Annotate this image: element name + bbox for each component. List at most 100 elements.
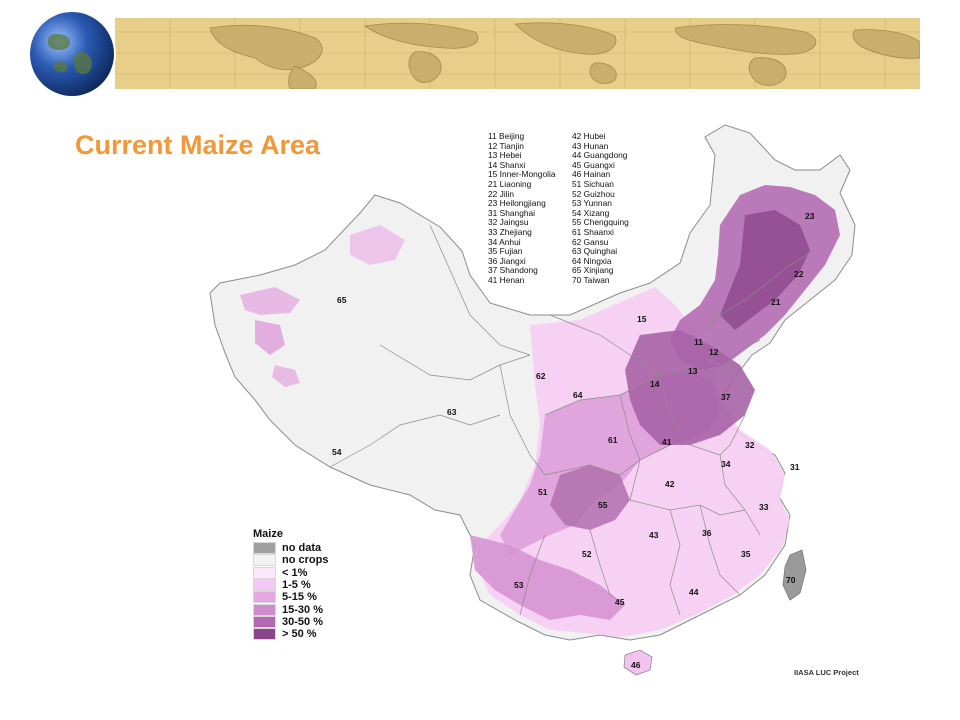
province-entry: 43 Hunan xyxy=(572,140,609,151)
maize-zone-north-plain xyxy=(625,330,755,445)
legend-swatch xyxy=(253,579,276,592)
province-entry: 63 Quinghai xyxy=(572,246,618,257)
province-entry: 32 Jaingsu xyxy=(488,217,529,228)
province-label: 54 xyxy=(332,447,342,457)
province-entry: 21 Liaoning xyxy=(488,178,532,189)
province-label: 37 xyxy=(721,392,731,402)
legend-item: no data xyxy=(253,542,328,555)
province-label: 23 xyxy=(805,211,815,221)
legend-label: 30-50 % xyxy=(282,615,323,628)
province-entry: 64 Ningxia xyxy=(572,255,612,266)
province-label: 11 xyxy=(694,337,703,347)
province-label: 63 xyxy=(447,407,457,417)
province-label: 45 xyxy=(615,597,625,607)
province-label: 53 xyxy=(514,580,524,590)
province-label: 14 xyxy=(650,379,660,389)
map-source-credit: IIASA LUC Project xyxy=(794,668,859,677)
province-label: 52 xyxy=(582,549,592,559)
province-entry: 36 Jiangxi xyxy=(488,255,526,266)
legend-swatch xyxy=(253,542,276,555)
world-map-decoration xyxy=(115,18,920,89)
province-label: 43 xyxy=(649,530,659,540)
province-label: 32 xyxy=(745,440,755,450)
province-label: 44 xyxy=(689,587,699,597)
province-entry: 53 Yunnan xyxy=(572,198,612,209)
province-label: 42 xyxy=(665,479,675,489)
province-entry: 37 Shandong xyxy=(488,265,538,276)
province-entry: 34 Anhui xyxy=(488,236,521,247)
province-label: 33 xyxy=(759,502,769,512)
legend-label: no crops xyxy=(282,554,329,567)
province-list-column-1: 11 Beijing 12 Tianjin 13 Hebei 14 Shanxi… xyxy=(488,131,556,286)
map-legend: Maize no data no crops < 1% 1-5 % 5-15 %… xyxy=(253,528,329,641)
province-label: 64 xyxy=(573,390,583,400)
legend-label: 15-30 % xyxy=(282,603,323,616)
province-entry: 55 Chengquing xyxy=(572,217,629,228)
maize-zone-northeast-core xyxy=(720,210,810,330)
province-entry: 14 Shanxi xyxy=(488,159,526,170)
legend-item: no crops xyxy=(253,554,329,567)
province-entry: 61 Shaanxi xyxy=(572,226,614,237)
province-label: 13 xyxy=(688,366,698,376)
maize-zone-sichuan xyxy=(550,465,630,530)
globe-icon xyxy=(30,12,114,96)
province-entry: 62 Gansu xyxy=(572,236,609,247)
province-label: 35 xyxy=(741,549,751,559)
legend-item: 1-5 % xyxy=(253,579,328,592)
province-entry: 52 Guizhou xyxy=(572,188,615,199)
legend-item: > 50 % xyxy=(253,628,328,641)
legend-label: 5-15 % xyxy=(282,591,317,604)
province-entry: 23 Heilongjiang xyxy=(488,198,546,209)
legend-item: 15-30 % xyxy=(253,603,328,616)
header-banner xyxy=(115,18,920,89)
hainan xyxy=(623,649,653,676)
province-entry: 51 Sichuan xyxy=(572,178,614,189)
province-label: 65 xyxy=(337,295,347,305)
province-label: 22 xyxy=(794,269,804,279)
province-label: 12 xyxy=(709,347,719,357)
taiwan xyxy=(782,549,807,601)
province-entry: 12 Tianjin xyxy=(488,140,524,151)
china-maize-map: 65 15 23 22 21 11 12 62 14 13 64 37 63 6… xyxy=(209,124,856,676)
province-entry: 42 Hubei xyxy=(572,131,606,141)
province-entry: 33 Zhejiang xyxy=(488,226,532,237)
legend-swatch xyxy=(253,628,276,641)
province-entry: 45 Guangxi xyxy=(572,159,615,170)
province-entry: 65 Xinjiang xyxy=(572,265,614,276)
legend-label: > 50 % xyxy=(282,628,317,641)
legend-label: < 1% xyxy=(282,566,308,579)
legend-swatch xyxy=(253,615,276,628)
province-label: 46 xyxy=(631,660,641,670)
slide-title: Current Maize Area xyxy=(75,130,321,160)
legend-swatch xyxy=(253,603,276,616)
legend-label: no data xyxy=(282,542,322,555)
province-label: 34 xyxy=(721,459,731,469)
province-entry: 31 Shanghai xyxy=(488,207,536,218)
province-label: 41 xyxy=(662,437,672,447)
legend-item: 30-50 % xyxy=(253,615,328,628)
legend-title: Maize xyxy=(253,528,283,540)
province-entry: 15 Inner-Mongolia xyxy=(488,169,556,180)
province-entry: 35 Fujian xyxy=(488,246,523,257)
province-label: 15 xyxy=(637,314,647,324)
province-label: 21 xyxy=(771,297,781,307)
legend-item: 5-15 % xyxy=(253,591,328,604)
province-entry: 13 Hebei xyxy=(488,150,522,161)
province-entry: 11 Beijing xyxy=(488,131,525,141)
province-label: 51 xyxy=(538,487,548,497)
province-entry: 44 Guangdong xyxy=(572,150,628,161)
province-entry: 41 Henan xyxy=(488,274,525,285)
legend-label: 1-5 % xyxy=(282,579,311,592)
province-label: 62 xyxy=(536,371,546,381)
province-label: 70 xyxy=(786,575,796,585)
province-label: 36 xyxy=(702,528,712,538)
province-label: 31 xyxy=(790,462,800,472)
province-entry: 70 Taiwan xyxy=(572,274,610,285)
legend-swatch xyxy=(253,554,276,567)
legend-swatch xyxy=(253,591,276,604)
legend-item: < 1% xyxy=(253,566,328,579)
province-list-column-2: 42 Hubei 43 Hunan 44 Guangdong 45 Guangx… xyxy=(572,131,629,286)
province-entry: 54 Xizang xyxy=(572,207,610,218)
maize-zone-southwest xyxy=(470,535,625,620)
province-entry: 22 Jilin xyxy=(488,188,515,199)
